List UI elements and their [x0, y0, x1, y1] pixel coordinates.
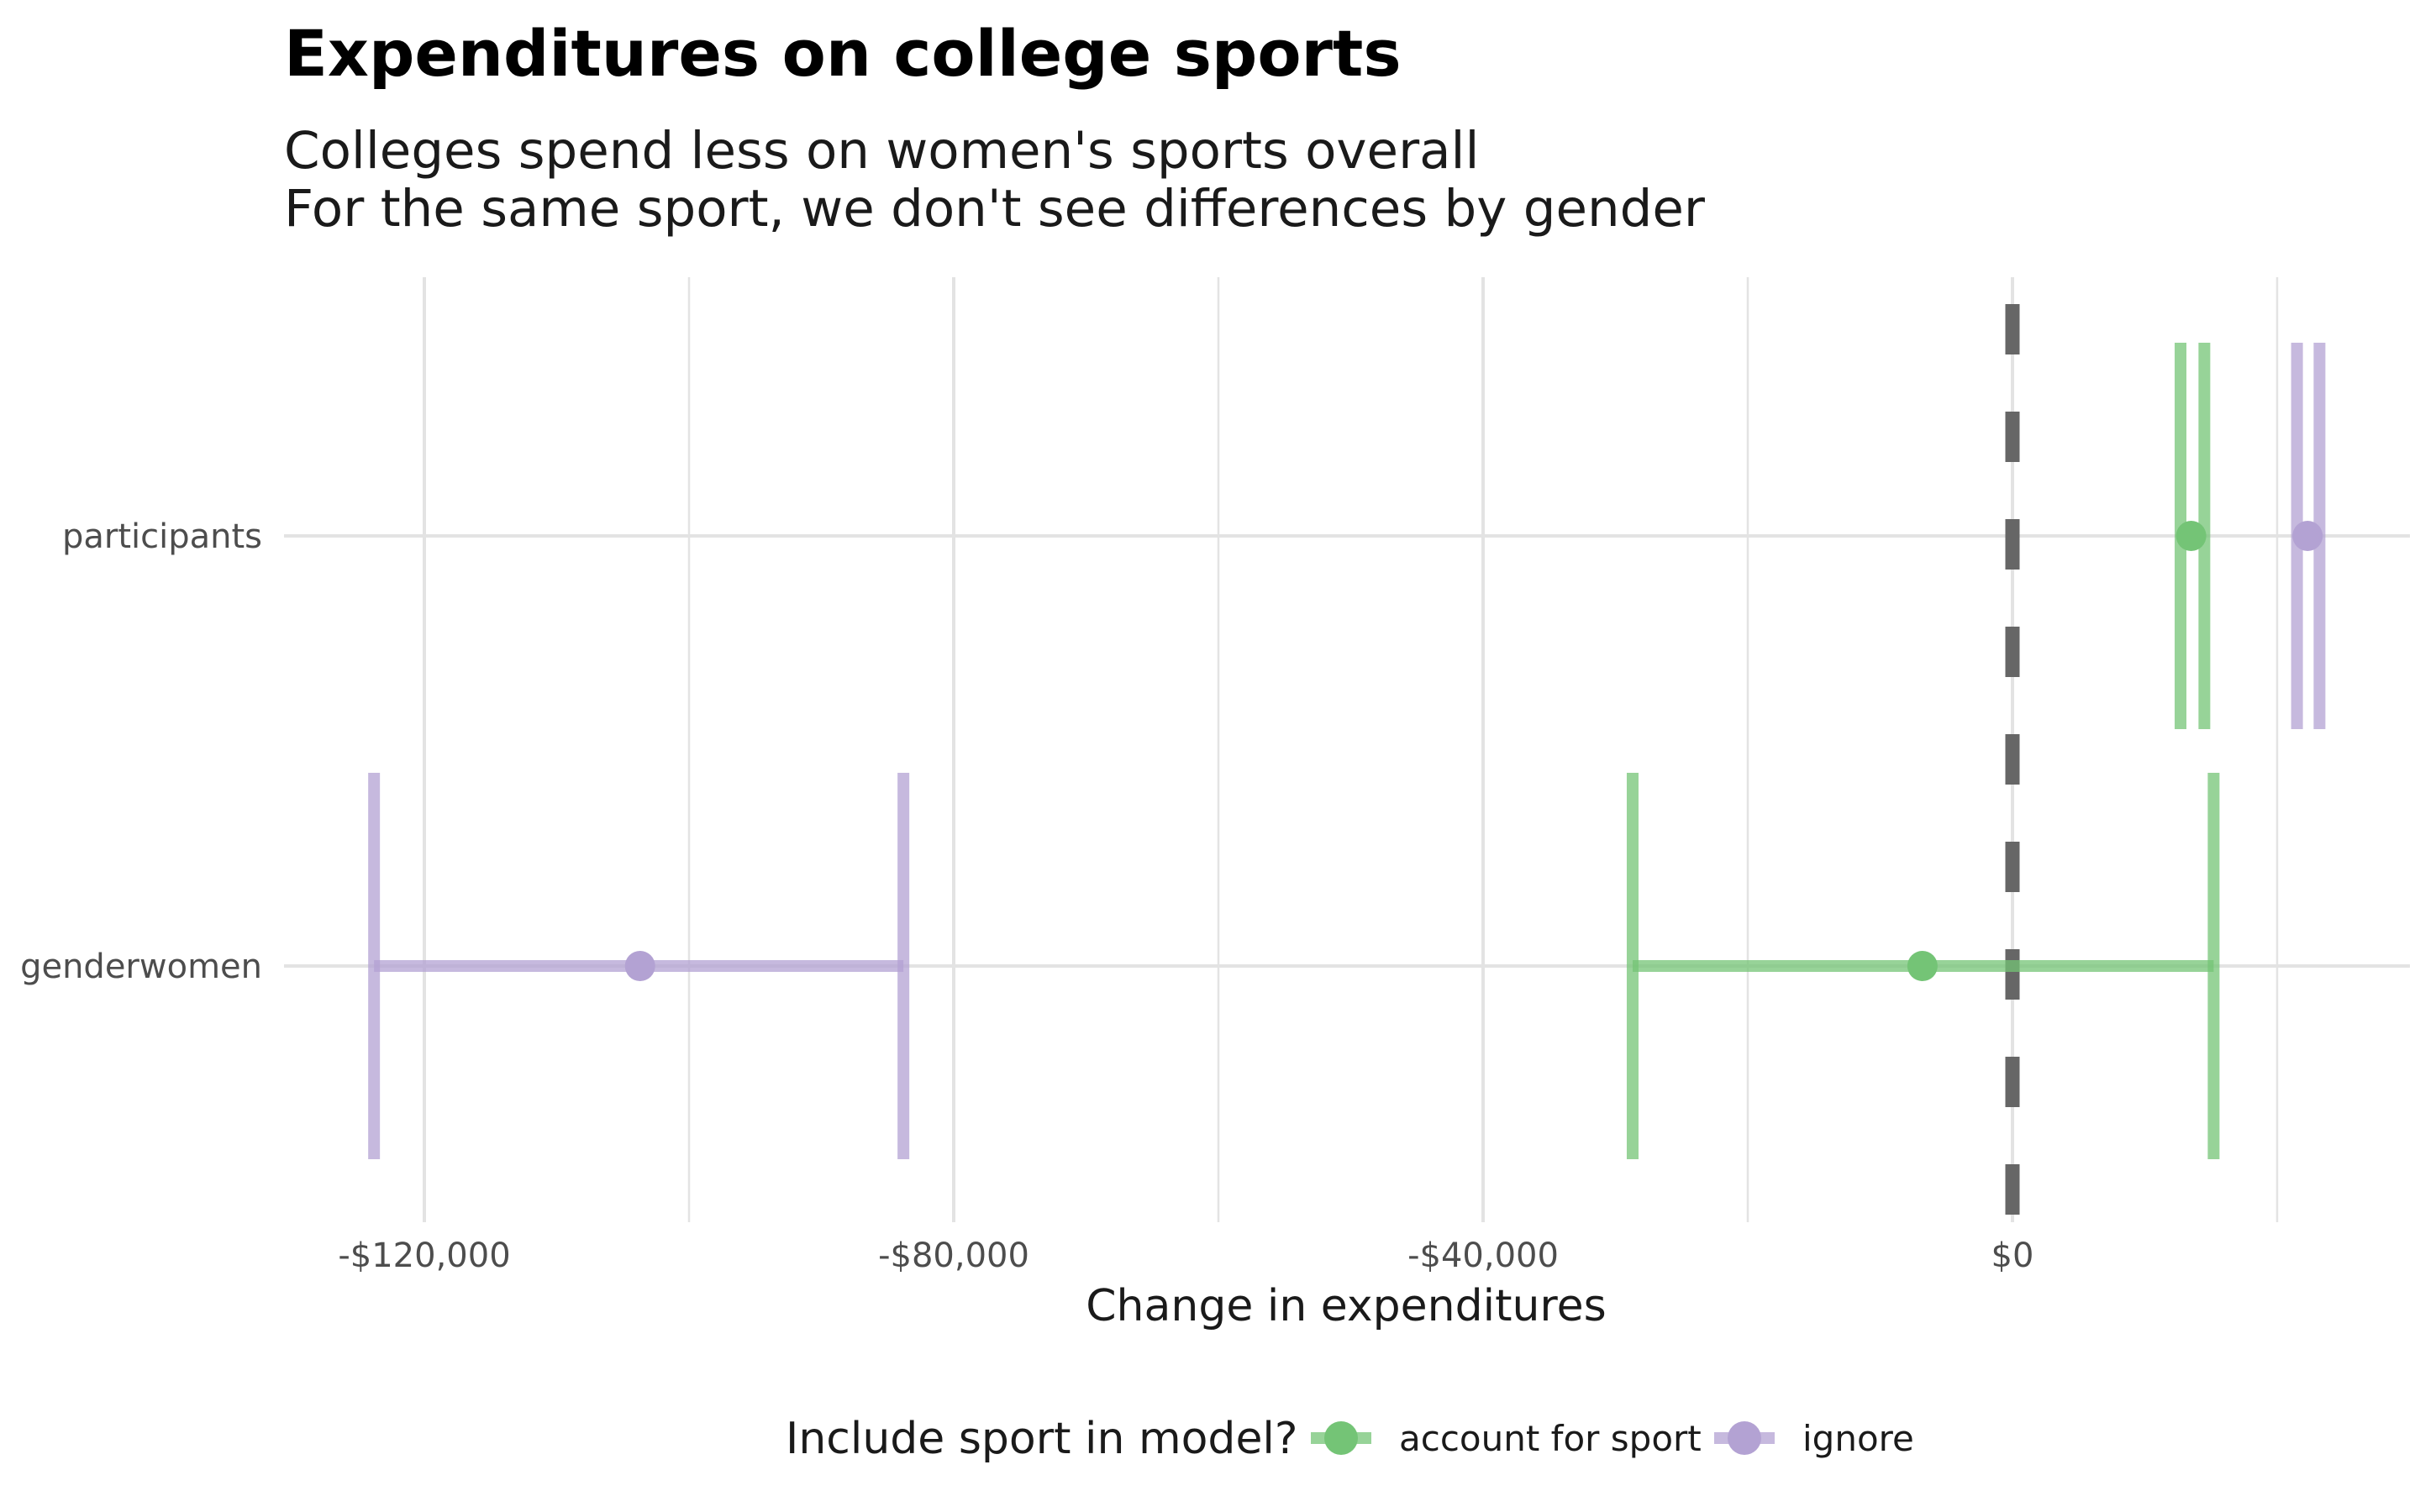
estimate-point: [2175, 521, 2207, 551]
series-layer: [368, 343, 2326, 1159]
chart-subtitle-line-1: Colleges spend less on women's sports ov…: [284, 121, 1480, 181]
y-tick-label: participants: [62, 517, 262, 556]
grid-layer: [284, 277, 2410, 1222]
legend-key-point: [1324, 1421, 1358, 1455]
estimate-point: [1907, 951, 1938, 981]
x-tick-label: $0: [1991, 1236, 2034, 1275]
x-tick-label: -$80,000: [878, 1236, 1029, 1275]
chart-subtitle-line-2: For the same sport, we don't see differe…: [284, 179, 1705, 239]
legend-label: ignore: [1802, 1418, 1914, 1459]
axis-layer: Change in expenditures -$120,000 -$80,000…: [20, 517, 2033, 1331]
x-tick-label: -$120,000: [338, 1236, 510, 1275]
legend-label: account for sport: [1399, 1418, 1702, 1459]
y-tick-label: genderwomen: [20, 948, 262, 986]
estimate-point: [624, 951, 655, 981]
x-axis-title: Change in expenditures: [1086, 1281, 1606, 1331]
legend-key-point: [1728, 1421, 1761, 1455]
estimate-point: [2292, 521, 2323, 551]
chart-title: Expenditures on college sports: [284, 16, 1402, 91]
series-account-for-sport: [1626, 343, 2220, 1159]
legend-title: Include sport in model?: [786, 1414, 1297, 1464]
legend: Include sport in model? account for spor…: [786, 1414, 1914, 1464]
x-tick-label: -$40,000: [1407, 1236, 1559, 1275]
series-ignore: [368, 343, 2326, 1159]
